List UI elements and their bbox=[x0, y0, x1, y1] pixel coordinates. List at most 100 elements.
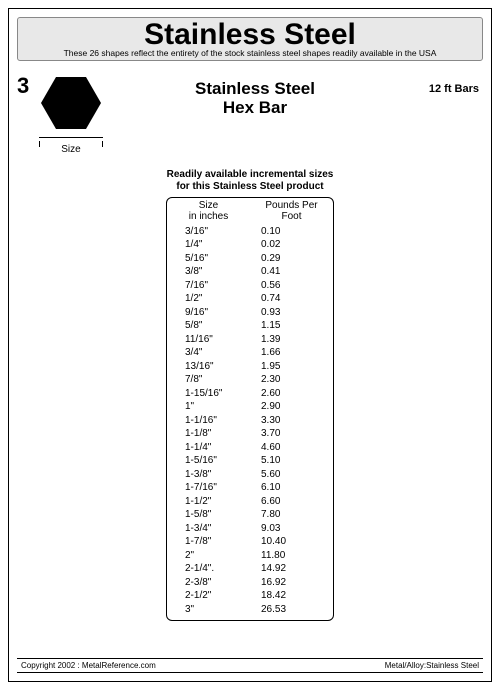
title-column: Stainless Steel Hex Bar bbox=[121, 71, 389, 118]
table-row: 13/16"1.95 bbox=[167, 360, 333, 374]
hexagon-shape bbox=[41, 77, 101, 129]
table-row: 3"26.53 bbox=[167, 603, 333, 617]
ppf-cell: 9.03 bbox=[253, 522, 325, 536]
caption-line2: for this Stainless Steel product bbox=[176, 181, 323, 192]
ppf-cell: 0.74 bbox=[253, 292, 325, 306]
page-title: Stainless Steel bbox=[24, 18, 476, 51]
ppf-cell: 0.10 bbox=[253, 225, 325, 239]
size-cell: 1" bbox=[175, 400, 253, 414]
product-title-line1: Stainless Steel bbox=[195, 79, 315, 98]
table-row: 1-5/8"7.80 bbox=[167, 508, 333, 522]
header-bar: Stainless Steel These 26 shapes reflect … bbox=[17, 17, 483, 61]
size-cell: 7/16" bbox=[175, 279, 253, 293]
table-row: 1-3/8"5.60 bbox=[167, 468, 333, 482]
col2-h2: Foot bbox=[281, 211, 301, 222]
ppf-cell: 14.92 bbox=[253, 562, 325, 576]
size-cell: 13/16" bbox=[175, 360, 253, 374]
ppf-cell: 4.60 bbox=[253, 441, 325, 455]
size-cell: 9/16" bbox=[175, 306, 253, 320]
size-cell: 5/8" bbox=[175, 319, 253, 333]
size-cell: 2-3/8" bbox=[175, 576, 253, 590]
ppf-cell: 0.41 bbox=[253, 265, 325, 279]
page-frame: Stainless Steel These 26 shapes reflect … bbox=[8, 8, 492, 682]
bar-length: 12 ft Bars bbox=[389, 71, 479, 95]
table-row: 1-1/8"3.70 bbox=[167, 427, 333, 441]
table-row: 3/8"0.41 bbox=[167, 265, 333, 279]
ppf-cell: 2.30 bbox=[253, 373, 325, 387]
table-row: 1/4"0.02 bbox=[167, 238, 333, 252]
caption-line1: Readily available incremental sizes bbox=[167, 169, 334, 180]
ppf-cell: 0.93 bbox=[253, 306, 325, 320]
product-title-line2: Hex Bar bbox=[223, 98, 287, 117]
table-row: 9/16"0.93 bbox=[167, 306, 333, 320]
ppf-cell: 1.39 bbox=[253, 333, 325, 347]
ppf-cell: 5.10 bbox=[253, 454, 325, 468]
table-row: 3/4"1.66 bbox=[167, 346, 333, 360]
size-cell: 1-3/4" bbox=[175, 522, 253, 536]
ppf-cell: 16.92 bbox=[253, 576, 325, 590]
size-label: Size bbox=[21, 144, 121, 155]
table-row: 5/8"1.15 bbox=[167, 319, 333, 333]
ppf-cell: 6.10 bbox=[253, 481, 325, 495]
copyright-text: Copyright 2002 : MetalReference.com bbox=[21, 661, 156, 670]
size-cell: 11/16" bbox=[175, 333, 253, 347]
table-row: 2-1/4".14.92 bbox=[167, 562, 333, 576]
table-row: 1-15/16"2.60 bbox=[167, 387, 333, 401]
size-indicator-bar bbox=[39, 137, 103, 138]
table-caption: Readily available incremental sizes for … bbox=[9, 169, 491, 193]
size-table: Size in inches Pounds Per Foot 3/16"0.10… bbox=[166, 197, 334, 622]
shape-column: 3 Size bbox=[21, 71, 121, 155]
ppf-cell: 3.70 bbox=[253, 427, 325, 441]
ppf-cell: 2.60 bbox=[253, 387, 325, 401]
col1-h1: Size bbox=[199, 200, 218, 211]
size-cell: 3" bbox=[175, 603, 253, 617]
table-row: 1"2.90 bbox=[167, 400, 333, 414]
size-cell: 1-1/8" bbox=[175, 427, 253, 441]
footer-bar: Copyright 2002 : MetalReference.com Meta… bbox=[17, 658, 483, 673]
size-cell: 2" bbox=[175, 549, 253, 563]
ppf-cell: 10.40 bbox=[253, 535, 325, 549]
ppf-cell: 1.15 bbox=[253, 319, 325, 333]
hexagon-icon bbox=[41, 77, 101, 129]
size-cell: 1-1/2" bbox=[175, 495, 253, 509]
size-cell: 3/8" bbox=[175, 265, 253, 279]
size-cell: 3/4" bbox=[175, 346, 253, 360]
table-row: 1/2"0.74 bbox=[167, 292, 333, 306]
table-row: 1-1/16"3.30 bbox=[167, 414, 333, 428]
table-row: 7/16"0.56 bbox=[167, 279, 333, 293]
table-row: 1-7/8"10.40 bbox=[167, 535, 333, 549]
size-cell: 2-1/4". bbox=[175, 562, 253, 576]
ppf-cell: 26.53 bbox=[253, 603, 325, 617]
table-row: 2-3/8"16.92 bbox=[167, 576, 333, 590]
size-cell: 1/2" bbox=[175, 292, 253, 306]
ppf-cell: 18.42 bbox=[253, 589, 325, 603]
ppf-cell: 6.60 bbox=[253, 495, 325, 509]
size-cell: 1-7/16" bbox=[175, 481, 253, 495]
ppf-cell: 3.30 bbox=[253, 414, 325, 428]
table-row: 1-1/2"6.60 bbox=[167, 495, 333, 509]
page-subtitle: These 26 shapes reflect the entirety of … bbox=[24, 49, 476, 58]
table-row: 1-1/4"4.60 bbox=[167, 441, 333, 455]
size-cell: 1-7/8" bbox=[175, 535, 253, 549]
table-row: 11/16"1.39 bbox=[167, 333, 333, 347]
size-cell: 1/4" bbox=[175, 238, 253, 252]
top-row: 3 Size Stainless Steel Hex Bar 12 ft Bar… bbox=[9, 71, 491, 155]
table-header: Size in inches Pounds Per Foot bbox=[167, 200, 333, 225]
size-cell: 1-1/4" bbox=[175, 441, 253, 455]
table-row: 2-1/2"18.42 bbox=[167, 589, 333, 603]
ppf-cell: 11.80 bbox=[253, 549, 325, 563]
size-cell: 2-1/2" bbox=[175, 589, 253, 603]
col1-h2: in inches bbox=[189, 211, 228, 222]
size-cell: 5/16" bbox=[175, 252, 253, 266]
product-title: Stainless Steel Hex Bar bbox=[121, 79, 389, 118]
ppf-cell: 2.90 bbox=[253, 400, 325, 414]
ppf-cell: 1.95 bbox=[253, 360, 325, 374]
ppf-cell: 5.60 bbox=[253, 468, 325, 482]
table-row: 7/8"2.30 bbox=[167, 373, 333, 387]
ppf-cell: 0.02 bbox=[253, 238, 325, 252]
size-cell: 1-3/8" bbox=[175, 468, 253, 482]
table-row: 1-7/16"6.10 bbox=[167, 481, 333, 495]
table-row: 3/16"0.10 bbox=[167, 225, 333, 239]
col2-h1: Pounds Per bbox=[265, 200, 317, 211]
size-cell: 1-15/16" bbox=[175, 387, 253, 401]
